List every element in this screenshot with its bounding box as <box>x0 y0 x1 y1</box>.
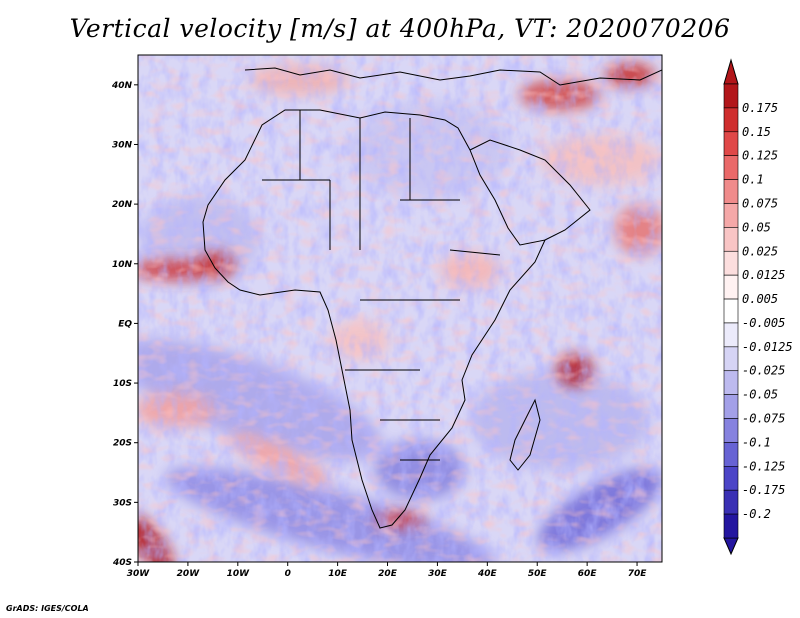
colorbar-bottom-arrow <box>723 537 739 556</box>
colorbar-swatch <box>723 250 739 276</box>
colorbar-swatch <box>723 155 739 180</box>
colorbar-swatch <box>723 274 739 300</box>
colorbar-swatch <box>723 107 739 133</box>
plot-frame <box>137 54 663 563</box>
map-axes: 30W 20W 10W 0 10E 20E 30E 40E 50E 60E 70E 40N 30N 20N… <box>111 81 647 579</box>
colorbar-swatch <box>723 203 739 228</box>
colorbar-label: 0.075 <box>742 196 778 210</box>
lat-tick-label: 30S <box>113 498 132 508</box>
lon-tick-label: 70E <box>628 569 648 579</box>
colorbar-swatch <box>723 466 739 491</box>
coastlines <box>202 67 662 529</box>
colorbar-swatch <box>723 442 739 467</box>
lat-tick-label: 20S <box>113 439 132 449</box>
colorbar-swatch <box>723 489 739 515</box>
colorbar-label: 0.025 <box>742 244 778 258</box>
lat-tick-label: 30N <box>112 140 133 150</box>
colorbar-swatch <box>723 322 739 348</box>
lon-tick-label: 0 <box>285 569 291 579</box>
colorbar-label: 0.05 <box>742 220 771 234</box>
colorbar-swatch <box>723 131 739 156</box>
colorbar: 0.175 0.15 0.125 0.1 0.075 0.05 0.025 0.0125 0.0… <box>723 58 793 556</box>
map-title: Vertical velocity [m/s] at 400hPa, VT: 2… <box>69 14 731 43</box>
colorbar-swatch <box>723 346 739 372</box>
colorbar-label: 0.1 <box>742 173 764 187</box>
lat-tick-label: 10S <box>113 379 132 389</box>
grads-credit: GrADS: IGES/COLA <box>6 604 89 613</box>
colorbar-label: -0.0125 <box>742 340 793 354</box>
colorbar-top-arrow <box>723 58 739 85</box>
colorbar-label: 0.0125 <box>742 268 785 282</box>
colorbar-label: 0.125 <box>742 149 778 163</box>
colorbar-label: -0.125 <box>742 459 785 473</box>
velocity-field <box>138 55 662 562</box>
lon-tick-label: 30E <box>428 569 448 579</box>
lon-tick-label: 20E <box>378 569 398 579</box>
lon-tick-label: 40E <box>477 569 498 579</box>
colorbar-swatch <box>723 394 739 419</box>
lat-tick-label: 40S <box>112 558 132 568</box>
colorbar-label: -0.075 <box>742 412 785 426</box>
colorbar-label: 0.15 <box>742 125 771 139</box>
lat-tick-label: 20N <box>112 200 133 210</box>
colorbar-label: -0.025 <box>742 364 785 378</box>
lon-tick-label: 60E <box>578 569 598 579</box>
colorbar-swatch <box>723 227 739 252</box>
colorbar-label: -0.2 <box>742 507 771 521</box>
lon-tick-label: 10E <box>328 569 348 579</box>
colorbar-label: -0.05 <box>742 388 778 402</box>
lon-tick-label: 20W <box>177 569 201 579</box>
colorbar-label: -0.175 <box>742 483 785 497</box>
colorbar-swatch <box>723 83 739 109</box>
lon-tick-label: 10W <box>227 569 251 579</box>
colorbar-label: 0.175 <box>742 101 778 115</box>
colorbar-label: 0.005 <box>742 292 778 306</box>
lon-tick-label: 30W <box>127 569 151 579</box>
colorbar-label: -0.1 <box>742 435 771 449</box>
colorbar-label: -0.005 <box>742 316 785 330</box>
colorbar-swatch <box>723 370 739 395</box>
lat-tick-label: EQ <box>118 319 132 329</box>
colorbar-swatch <box>723 418 739 443</box>
colorbar-swatch <box>723 298 739 324</box>
colorbar-swatch <box>723 513 739 539</box>
lat-tick-label: 40N <box>111 81 133 91</box>
lat-tick-label: 10N <box>112 260 133 270</box>
lon-tick-label: 50E <box>528 569 548 579</box>
colorbar-swatch <box>723 179 739 204</box>
